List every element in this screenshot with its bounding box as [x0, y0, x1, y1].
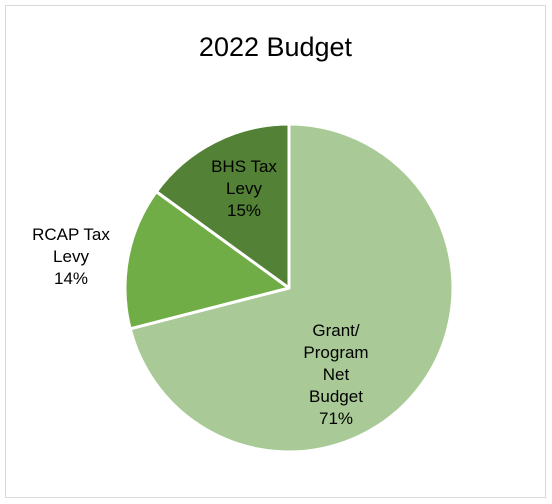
slice-percent: 15%: [227, 201, 261, 220]
pie-slice-3: [154, 122, 291, 290]
slice-label-line: Levy: [226, 179, 262, 198]
slice-percent: 14%: [54, 269, 88, 288]
slice-label-line: Program: [303, 343, 368, 362]
slice-label-line: Grant/: [312, 321, 360, 340]
slice-label-2: RCAP Tax Levy 14%: [32, 225, 110, 288]
chart-title: 2022 Budget: [198, 32, 353, 62]
slice-label-1: Grant/Program Net Budget 71%: [303, 321, 368, 428]
slice-label-3: BHS Tax Levy 15%: [211, 157, 277, 220]
slice-label-line: Levy: [53, 247, 89, 266]
slice-label-line: Net: [323, 365, 350, 384]
pie-slice-1: [128, 122, 455, 454]
slice-label-line: RCAP Tax: [32, 225, 110, 244]
pie-slice-2: [123, 190, 291, 331]
slice-label-line: Budget: [309, 387, 363, 406]
slice-percent: 71%: [319, 409, 353, 428]
slice-label-line: BHS Tax: [211, 157, 277, 176]
